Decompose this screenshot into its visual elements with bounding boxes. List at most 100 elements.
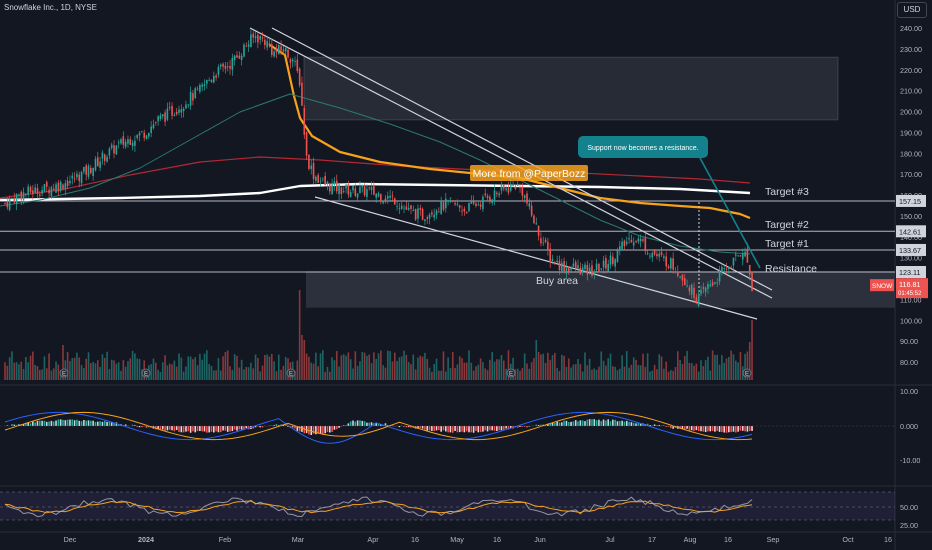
volume-bars: [4, 290, 753, 380]
macd-bar: [201, 426, 203, 432]
candle-body: [542, 242, 545, 244]
candle-body: [503, 184, 505, 189]
candle-body: [50, 187, 53, 197]
macd-bar: [472, 426, 475, 433]
candle-body: [143, 132, 145, 138]
candle-body: [280, 46, 282, 51]
volume-bar: [349, 359, 352, 380]
candle-body: [500, 184, 503, 191]
candle-body: [150, 126, 152, 133]
volume-bar: [73, 357, 76, 380]
volume-bar: [702, 366, 705, 380]
candle-body: [572, 263, 575, 267]
macd-y-tick: 0.000: [900, 422, 918, 431]
candle-body: [479, 204, 482, 207]
buy-area-label: Buy area: [536, 275, 578, 287]
macd-bar: [380, 423, 382, 426]
earnings-marker-label: E: [62, 372, 66, 378]
volume-bar: [730, 350, 732, 380]
macd-bar: [85, 420, 87, 426]
earnings-marker: [286, 368, 296, 378]
volume-bar: [226, 350, 229, 380]
macd-bar: [329, 426, 331, 433]
candle-body: [48, 189, 50, 194]
candle-body: [233, 55, 236, 61]
currency-button[interactable]: USD: [897, 2, 927, 18]
macd-bar: [187, 426, 190, 432]
macd-bar: [206, 426, 208, 433]
volume-bar: [120, 370, 122, 380]
candle-body: [493, 190, 496, 202]
volume-bar: [157, 369, 159, 380]
volume-bar: [693, 365, 695, 380]
macd-bar: [607, 419, 609, 426]
volume-bar: [240, 359, 243, 380]
candle-body: [410, 205, 412, 209]
candle-body: [273, 51, 275, 57]
x-tick-label: Feb: [219, 535, 231, 544]
y-tick-label: 80.00: [900, 358, 918, 367]
candle-body: [686, 285, 688, 287]
candle-body: [87, 165, 90, 177]
volume-bar: [368, 354, 371, 380]
volume-bar: [649, 371, 651, 380]
volume-bar: [329, 371, 331, 380]
candle-body: [317, 175, 319, 183]
volume-bar: [516, 368, 519, 380]
volume-bar: [393, 352, 396, 380]
y-tick-label: 130.00: [900, 254, 922, 263]
candle-body: [117, 142, 120, 144]
volume-bar: [482, 362, 484, 380]
candle-body: [472, 201, 475, 204]
symbol-title: Snowflake Inc., 1D, NYSE: [4, 3, 97, 12]
macd-bar: [333, 426, 336, 430]
candle-body: [637, 238, 640, 242]
y-tick-label: 230.00: [900, 45, 922, 54]
earnings-marker-label: E: [509, 372, 513, 378]
volume-bar: [709, 370, 712, 380]
macd-bar: [347, 423, 350, 426]
macd-bar: [83, 419, 85, 426]
candle-body: [284, 48, 287, 52]
macd-bar: [683, 426, 686, 430]
candle-body: [526, 193, 528, 204]
macd-bar: [236, 426, 238, 431]
candle-body: [25, 193, 27, 195]
candle-body: [625, 241, 628, 244]
volume-bar: [229, 366, 231, 380]
volume-bar: [171, 364, 173, 380]
candle-body: [206, 79, 208, 84]
volume-bar: [407, 361, 410, 380]
macd-bar: [500, 426, 503, 431]
volume-bar: [412, 354, 415, 380]
macd-bar: [588, 419, 591, 426]
volume-bar: [117, 362, 120, 380]
target2-label: Target #2: [765, 219, 809, 231]
promo-background: [470, 165, 588, 181]
candle-body: [168, 107, 171, 109]
volume-bar: [375, 358, 377, 380]
volume-bar: [642, 353, 644, 380]
macd-bar: [57, 419, 60, 426]
candle-body: [34, 187, 36, 193]
volume-bar: [714, 354, 716, 380]
candle-body: [282, 49, 285, 52]
volume-bar: [426, 358, 429, 380]
volume-bar: [180, 357, 183, 380]
macd-bar: [22, 423, 25, 426]
candle-body: [739, 255, 742, 257]
candle-body: [356, 193, 359, 198]
macd-bar: [168, 426, 171, 430]
volume-bar: [219, 370, 222, 380]
macd-bar: [732, 426, 735, 432]
macd-bar: [670, 426, 672, 429]
candle-body: [653, 250, 656, 255]
volume-bar: [319, 353, 322, 380]
candle-body: [445, 198, 447, 209]
trendline-lower: [314, 196, 758, 320]
macd-bar: [556, 421, 558, 426]
macd-bar: [602, 419, 605, 426]
volume-bar: [477, 364, 480, 380]
candle-body: [333, 181, 336, 186]
volume-bar: [665, 361, 667, 380]
